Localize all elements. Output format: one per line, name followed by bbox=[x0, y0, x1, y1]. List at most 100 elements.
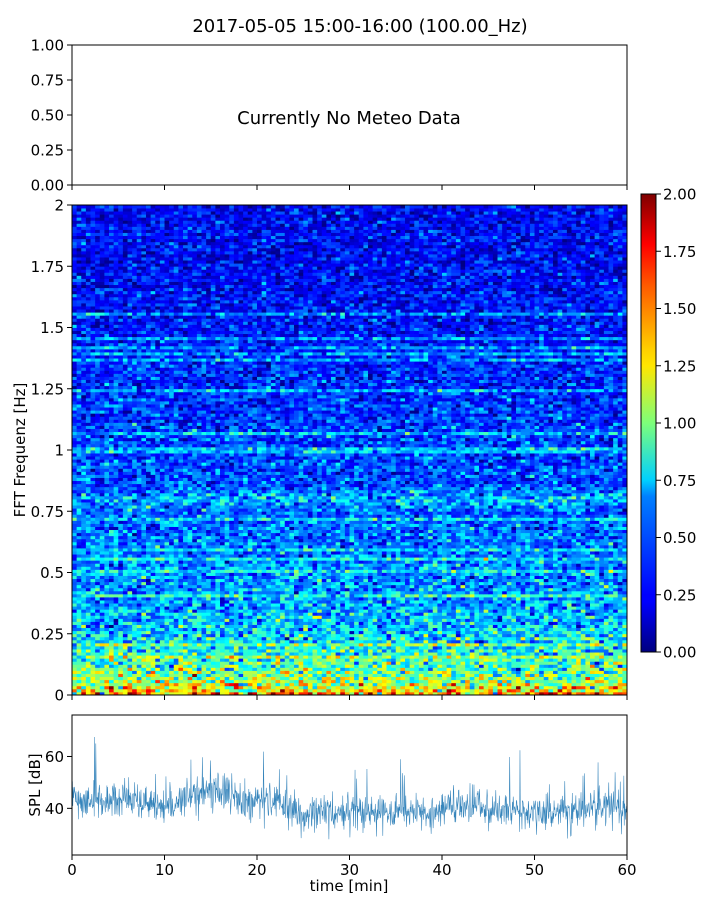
spectrogram-cell bbox=[257, 658, 263, 662]
spectrogram-cell bbox=[469, 691, 475, 696]
spectrogram-cell bbox=[400, 581, 406, 586]
spectrogram-cell bbox=[257, 593, 263, 598]
spectrogram-cell bbox=[442, 667, 448, 671]
spectrogram-cell bbox=[386, 572, 392, 576]
spectrogram-cell bbox=[178, 584, 184, 589]
spectrogram-cell bbox=[294, 587, 300, 592]
spectrogram-cell bbox=[566, 593, 572, 598]
spectrogram-cell bbox=[548, 642, 554, 647]
spectrogram-cell bbox=[566, 664, 572, 668]
spectrogram-cell bbox=[465, 621, 471, 625]
spectrogram-cell bbox=[192, 606, 198, 610]
spectrogram-cell bbox=[553, 664, 559, 668]
spectrogram-cell bbox=[284, 609, 290, 613]
spectrogram-cell bbox=[266, 584, 272, 589]
spectrogram-cell bbox=[381, 609, 387, 613]
spectrogram-cell bbox=[553, 652, 559, 656]
spectrogram-cell bbox=[349, 590, 355, 595]
spectrogram-cell bbox=[377, 593, 383, 598]
spectrogram-cell bbox=[442, 597, 448, 601]
spectrogram-cell bbox=[617, 612, 623, 616]
spectrogram-cell bbox=[520, 603, 526, 607]
spectrogram-cell bbox=[613, 612, 619, 616]
spectrogram-cell bbox=[492, 630, 498, 635]
spectrogram-cell bbox=[72, 593, 78, 598]
spectrogram-cell bbox=[104, 670, 110, 674]
spectrogram-cell bbox=[566, 636, 572, 641]
spectrogram-cell bbox=[104, 646, 110, 650]
spectrogram-cell bbox=[488, 621, 494, 625]
spectrogram-cell bbox=[622, 624, 628, 629]
spectrogram-cell bbox=[252, 600, 258, 604]
spectrogram-cell bbox=[261, 618, 267, 622]
spectrogram-cell bbox=[409, 575, 415, 580]
spectrogram-cell bbox=[363, 661, 369, 665]
spectrogram-cell bbox=[557, 691, 563, 696]
spectrogram-cell bbox=[502, 661, 508, 665]
spectrogram-cell bbox=[442, 646, 448, 650]
spectrogram-cell bbox=[90, 679, 96, 684]
spectrogram-cell bbox=[159, 630, 165, 635]
spectrogram-cell bbox=[113, 688, 119, 693]
spectrogram-cell bbox=[409, 691, 415, 696]
spectrogram-cell bbox=[400, 658, 406, 662]
spectrogram-cell bbox=[608, 600, 614, 604]
spectrogram-cell bbox=[599, 679, 605, 684]
spectrogram-cell bbox=[224, 642, 230, 647]
spectrogram-cell bbox=[557, 578, 563, 583]
spectrogram-cell bbox=[90, 597, 96, 601]
meteo-y-tick-label: 0.50 bbox=[31, 107, 64, 125]
spectrogram-cell bbox=[488, 597, 494, 601]
spectrogram-cell bbox=[405, 630, 411, 635]
spectrogram-cell bbox=[506, 636, 512, 641]
spectrogram-cell bbox=[608, 575, 614, 580]
spectrogram-cell bbox=[562, 624, 568, 629]
spectrogram-cell bbox=[187, 609, 193, 613]
spectrogram-cell bbox=[159, 682, 165, 687]
spectrogram-cell bbox=[136, 606, 142, 610]
spectrogram-cell bbox=[409, 688, 415, 693]
spectrogram-cell bbox=[122, 624, 128, 629]
spectrogram-cell bbox=[580, 682, 586, 687]
spectrogram-cell bbox=[76, 587, 82, 592]
spectrogram-cell bbox=[372, 615, 378, 619]
spectrogram-cell bbox=[455, 615, 461, 619]
spectrogram-cell bbox=[183, 618, 189, 622]
spectrogram-cell bbox=[192, 646, 198, 650]
spectrogram-cell bbox=[298, 676, 304, 681]
spectrogram-cell bbox=[613, 621, 619, 625]
spectrogram-cell bbox=[104, 572, 110, 576]
spectrogram-cell bbox=[122, 593, 128, 598]
spectrogram-cell bbox=[340, 593, 346, 598]
spectrogram-cell bbox=[201, 649, 207, 653]
spectrogram-cell bbox=[340, 575, 346, 580]
spectrogram-cell bbox=[312, 581, 318, 586]
spectrogram-cell bbox=[238, 685, 244, 690]
spectrogram-cell bbox=[113, 667, 119, 671]
spectrogram-cell bbox=[469, 581, 475, 586]
spectrogram-cell bbox=[298, 649, 304, 653]
spectrogram-cell bbox=[109, 566, 115, 570]
spectrogram-cell bbox=[266, 664, 272, 668]
spectrogram-cell bbox=[377, 661, 383, 665]
spectrogram-cell bbox=[90, 606, 96, 610]
spectrogram-cell bbox=[506, 593, 512, 598]
spectrogram-cell bbox=[196, 593, 202, 598]
spectrogram-cell bbox=[446, 627, 452, 632]
spectrogram-cell bbox=[529, 627, 535, 632]
spectrogram-cell bbox=[220, 676, 226, 681]
spectrogram-cell bbox=[557, 590, 563, 595]
spectrogram-cell bbox=[289, 642, 295, 647]
spectrogram-cell bbox=[511, 615, 517, 619]
spectrogram-cell bbox=[164, 658, 170, 662]
spectrogram-cell bbox=[155, 618, 161, 622]
spectrogram-cell bbox=[104, 633, 110, 638]
spectrogram-cell bbox=[395, 606, 401, 610]
spectrogram-cell bbox=[405, 578, 411, 583]
spectrogram-cell bbox=[201, 673, 207, 678]
spectrogram-cell bbox=[391, 572, 397, 576]
spectrogram-cell bbox=[613, 569, 619, 573]
spectrogram-cell bbox=[432, 593, 438, 598]
spectrogram-cell bbox=[252, 569, 258, 573]
spectrogram-cell bbox=[201, 566, 207, 570]
